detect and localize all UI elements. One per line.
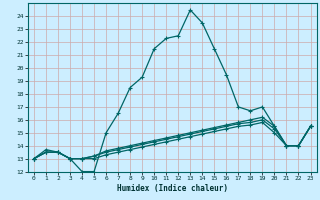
X-axis label: Humidex (Indice chaleur): Humidex (Indice chaleur) bbox=[117, 184, 228, 193]
